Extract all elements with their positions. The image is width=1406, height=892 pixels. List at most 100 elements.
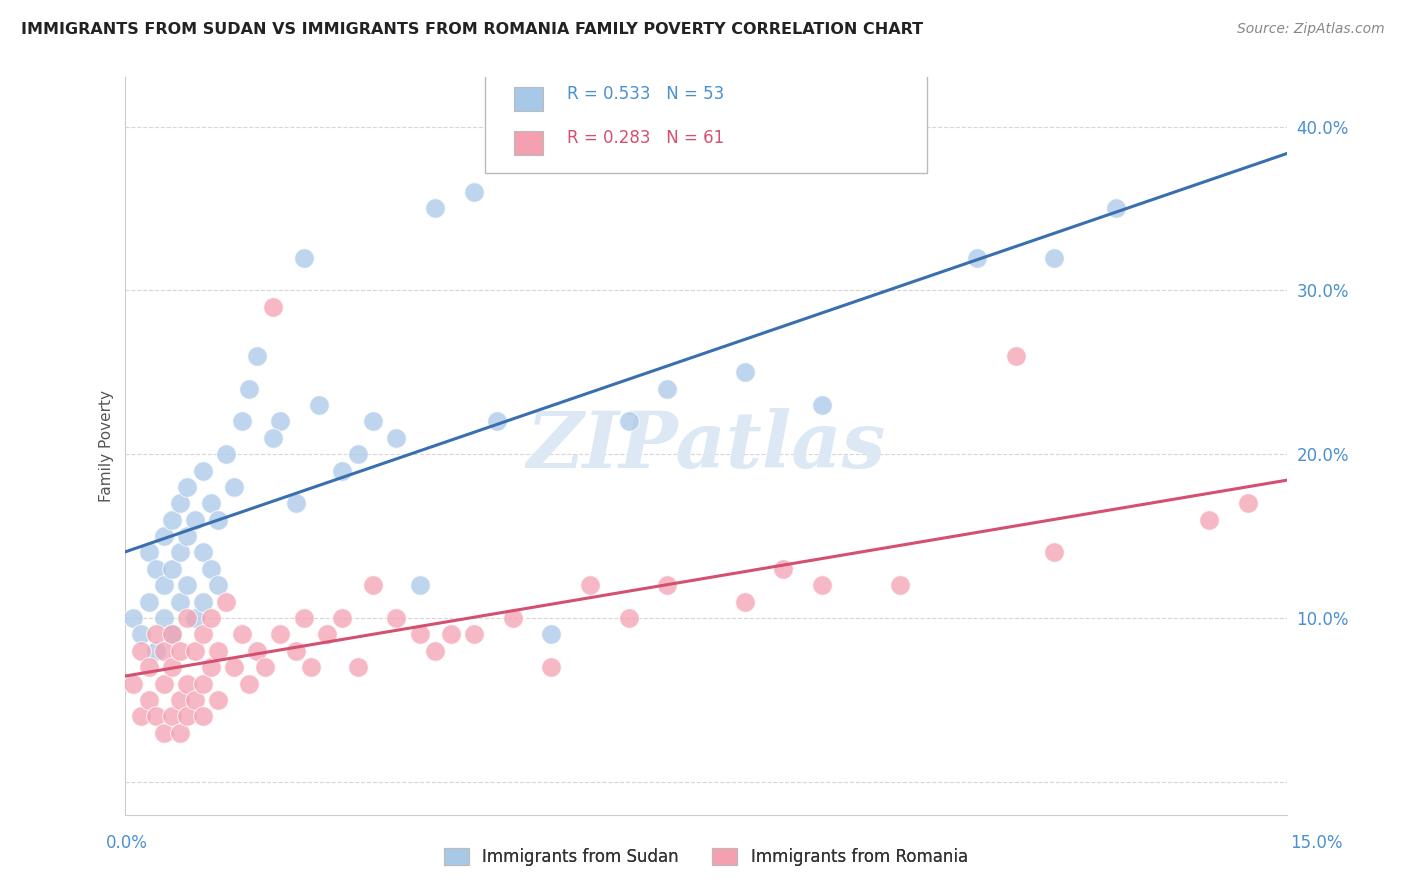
Point [215, 447, 238, 461]
Point [734, 365, 756, 379]
Point [160, 627, 183, 641]
Point [191, 545, 214, 559]
Point [160, 513, 183, 527]
Point [169, 594, 191, 608]
Point [408, 578, 430, 592]
Point [122, 611, 145, 625]
Point [811, 398, 834, 412]
Point [246, 349, 269, 363]
Point [160, 660, 183, 674]
Point [169, 644, 191, 658]
Point [385, 431, 408, 445]
Point [330, 611, 353, 625]
Point [222, 480, 245, 494]
Point [169, 725, 191, 739]
Point [238, 676, 260, 690]
Point [153, 725, 176, 739]
Point [207, 513, 229, 527]
Point [1198, 513, 1220, 527]
Point [486, 414, 509, 428]
Point [145, 627, 167, 641]
Point [200, 562, 222, 576]
Point [269, 627, 291, 641]
Point [207, 693, 229, 707]
Point [207, 644, 229, 658]
Point [200, 660, 222, 674]
Point [160, 627, 183, 641]
Point [284, 644, 307, 658]
Y-axis label: Family Poverty: Family Poverty [100, 390, 114, 502]
Point [176, 611, 198, 625]
Point [231, 414, 253, 428]
Point [191, 464, 214, 478]
Point [191, 709, 214, 723]
Point [811, 578, 834, 592]
Point [145, 562, 167, 576]
Text: ZIPatlas: ZIPatlas [526, 408, 886, 484]
Point [308, 398, 330, 412]
Point [1004, 349, 1026, 363]
Point [269, 414, 291, 428]
Point [153, 676, 176, 690]
Point [262, 300, 284, 314]
Point [889, 578, 911, 592]
Point [184, 611, 207, 625]
Point [292, 251, 315, 265]
Point [966, 251, 988, 265]
Point [299, 660, 322, 674]
Point [200, 496, 222, 510]
Text: 15.0%: 15.0% [1291, 834, 1343, 852]
Point [238, 382, 260, 396]
Point [129, 644, 152, 658]
Point [215, 594, 238, 608]
Point [184, 693, 207, 707]
Point [657, 578, 679, 592]
Point [169, 545, 191, 559]
Point [463, 185, 485, 199]
Point [253, 660, 276, 674]
Point [160, 709, 183, 723]
Point [191, 627, 214, 641]
Point [191, 594, 214, 608]
Point [145, 644, 167, 658]
Point [540, 627, 562, 641]
Point [138, 660, 160, 674]
Point [463, 627, 485, 641]
Point [153, 644, 176, 658]
Point [772, 562, 794, 576]
Point [169, 496, 191, 510]
Point [262, 431, 284, 445]
Point [617, 611, 640, 625]
Point [176, 676, 198, 690]
Point [540, 660, 562, 674]
Text: R = 0.283   N = 61: R = 0.283 N = 61 [567, 128, 724, 147]
Point [617, 414, 640, 428]
Point [129, 627, 152, 641]
Point [231, 627, 253, 641]
Point [200, 611, 222, 625]
Point [1105, 202, 1128, 216]
Point [122, 676, 145, 690]
Point [138, 693, 160, 707]
Point [184, 513, 207, 527]
Point [176, 480, 198, 494]
Point [1237, 496, 1260, 510]
Point [361, 578, 384, 592]
Point [129, 709, 152, 723]
Point [184, 644, 207, 658]
Point [160, 562, 183, 576]
Point [191, 676, 214, 690]
Text: R = 0.533   N = 53: R = 0.533 N = 53 [567, 85, 724, 103]
FancyBboxPatch shape [515, 87, 544, 111]
Point [439, 627, 461, 641]
Point [145, 709, 167, 723]
Point [423, 644, 446, 658]
Point [138, 545, 160, 559]
Point [176, 578, 198, 592]
Legend: Immigrants from Sudan, Immigrants from Romania: Immigrants from Sudan, Immigrants from R… [437, 841, 974, 872]
Point [222, 660, 245, 674]
Point [579, 578, 602, 592]
Point [284, 496, 307, 510]
Point [153, 578, 176, 592]
Point [330, 464, 353, 478]
